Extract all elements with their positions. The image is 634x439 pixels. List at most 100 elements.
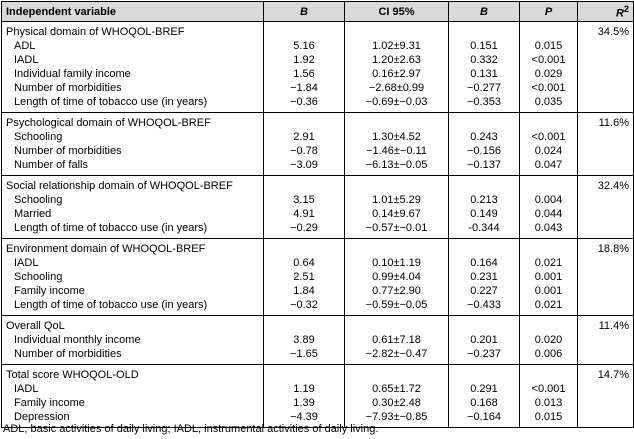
value-cell: 0.021 [519, 256, 578, 270]
value-cell: 0.61±7.18 [344, 333, 449, 347]
data-row: Schooling 2.91 1.30±4.52 0.243 <0.001 [1, 130, 634, 144]
variable: Family income [1, 284, 264, 298]
group-title-row: Psychological domain of WHOQOL-BREF 11.6% [1, 112, 634, 130]
header-cell: B [448, 1, 520, 22]
value-cell: 0.291 [448, 382, 520, 396]
group-title: Environment domain of WHOQOL-BREF [1, 238, 264, 256]
value-cell: 0.243 [448, 130, 520, 144]
value-cell: 1.02±9.31 [344, 39, 449, 53]
empty-cell [577, 130, 634, 144]
value-cell: −0.32 [263, 298, 345, 316]
group-title-row: Total score WHOQOL-OLD 14.7% [1, 364, 634, 382]
value-cell: −0.69±−0.03 [344, 95, 449, 113]
empty-cell [577, 410, 634, 428]
value-cell: −0.59±−0.05 [344, 298, 449, 316]
variable: Schooling [1, 130, 264, 144]
header-cell: CI 95% [344, 1, 449, 22]
group-title-row: Social relationship domain of WHOQOL-BRE… [1, 175, 634, 193]
r2-value: 32.4% [577, 175, 634, 193]
value-cell: −1.84 [263, 81, 345, 95]
data-row: Individual monthly income 3.89 0.61±7.18 0.… [1, 333, 634, 347]
data-row: Depression −4.39 −7.93±−0.85 −0.164 0.015 [1, 410, 634, 428]
value-cell: 3.15 [263, 193, 345, 207]
empty-cell [577, 67, 634, 81]
group-title: Overall QoL [1, 315, 264, 333]
r2-value: 18.8% [577, 238, 634, 256]
data-row: Length of time of tobacco use (in years)… [1, 298, 634, 316]
empty-cell [263, 21, 345, 39]
value-cell: 0.64 [263, 256, 345, 270]
value-cell: 4.91 [263, 207, 345, 221]
empty-cell [577, 347, 634, 365]
empty-cell [577, 81, 634, 95]
empty-cell [448, 364, 520, 382]
empty-cell [577, 284, 634, 298]
variable: Length of time of tobacco use (in years) [1, 95, 264, 113]
value-cell: 0.013 [519, 396, 578, 410]
value-cell: 0.015 [519, 410, 578, 428]
header-sup: 2 [623, 4, 629, 15]
empty-cell [577, 382, 634, 396]
data-row: Schooling 3.15 1.01±5.29 0.213 0.004 [1, 193, 634, 207]
group: Environment domain of WHOQOL-BREF 18.8% IA… [1, 238, 634, 316]
value-cell: −0.36 [263, 95, 345, 113]
header-text: B [480, 5, 488, 18]
variable: Schooling [1, 270, 264, 284]
value-cell: 0.16±2.97 [344, 67, 449, 81]
group: Overall QoL 11.4% Individual monthly incom… [1, 315, 634, 365]
group: Social relationship domain of WHOQOL-BRE… [1, 175, 634, 239]
data-row: Number of morbidities −1.84 −2.68±0.99 −0.2… [1, 81, 634, 95]
value-cell: <0.001 [519, 382, 578, 396]
value-cell: 1.84 [263, 284, 345, 298]
variable: Individual family income [1, 67, 264, 81]
data-row: Individual family income 1.56 0.16±2.97 0.1… [1, 67, 634, 81]
value-cell: 0.015 [519, 39, 578, 53]
value-cell: −0.237 [448, 347, 520, 365]
empty-cell [577, 207, 634, 221]
r2-value: 14.7% [577, 364, 634, 382]
value-cell: 0.151 [448, 39, 520, 53]
variable: IADL [1, 382, 264, 396]
data-row: Number of morbidities −0.78 −1.46±−0.11 −0.… [1, 144, 634, 158]
data-row: Number of falls −3.09 −6.13±−0.05 −0.137 0.0… [1, 158, 634, 176]
value-cell: −0.433 [448, 298, 520, 316]
value-cell: 0.004 [519, 193, 578, 207]
empty-cell [344, 238, 449, 256]
variable: Married [1, 207, 264, 221]
empty-cell [519, 175, 578, 193]
value-cell: 0.77±2.90 [344, 284, 449, 298]
results-table: Independent variable B CI 95% B P R2 Phy… [1, 1, 634, 428]
data-row: IADL 1.92 1.20±2.63 0.332 <0.001 [1, 53, 634, 67]
value-cell: 0.149 [448, 207, 520, 221]
variable: Individual monthly income [1, 333, 264, 347]
data-row: Length of time of tobacco use (in years)… [1, 95, 634, 113]
value-cell: 3.89 [263, 333, 345, 347]
value-cell: −1.65 [263, 347, 345, 365]
variable: Number of morbidities [1, 144, 264, 158]
value-cell: 0.029 [519, 67, 578, 81]
value-cell: 1.20±2.63 [344, 53, 449, 67]
group: Psychological domain of WHOQOL-BREF 11.6%… [1, 112, 634, 176]
value-cell: <0.001 [519, 130, 578, 144]
value-cell: 0.006 [519, 347, 578, 365]
r2-value: 11.4% [577, 315, 634, 333]
value-cell: 0.035 [519, 95, 578, 113]
group-title: Psychological domain of WHOQOL-BREF [1, 112, 264, 130]
group-title-row: Overall QoL 11.4% [1, 315, 634, 333]
data-row: Length of time of tobacco use (in years)… [1, 221, 634, 239]
value-cell: −2.82±−0.47 [344, 347, 449, 365]
value-cell: 1.56 [263, 67, 345, 81]
empty-cell [577, 39, 634, 53]
empty-cell [577, 144, 634, 158]
value-cell: -0.344 [448, 221, 520, 239]
value-cell: 0.201 [448, 333, 520, 347]
value-cell: 1.19 [263, 382, 345, 396]
data-row: Married 4.91 0.14±9.67 0.149 0.044 [1, 207, 634, 221]
value-cell: 0.001 [519, 284, 578, 298]
empty-cell [577, 333, 634, 347]
value-cell: −3.09 [263, 158, 345, 176]
empty-cell [344, 175, 449, 193]
value-cell: 2.51 [263, 270, 345, 284]
empty-cell [577, 221, 634, 239]
variable: ADL [1, 39, 264, 53]
